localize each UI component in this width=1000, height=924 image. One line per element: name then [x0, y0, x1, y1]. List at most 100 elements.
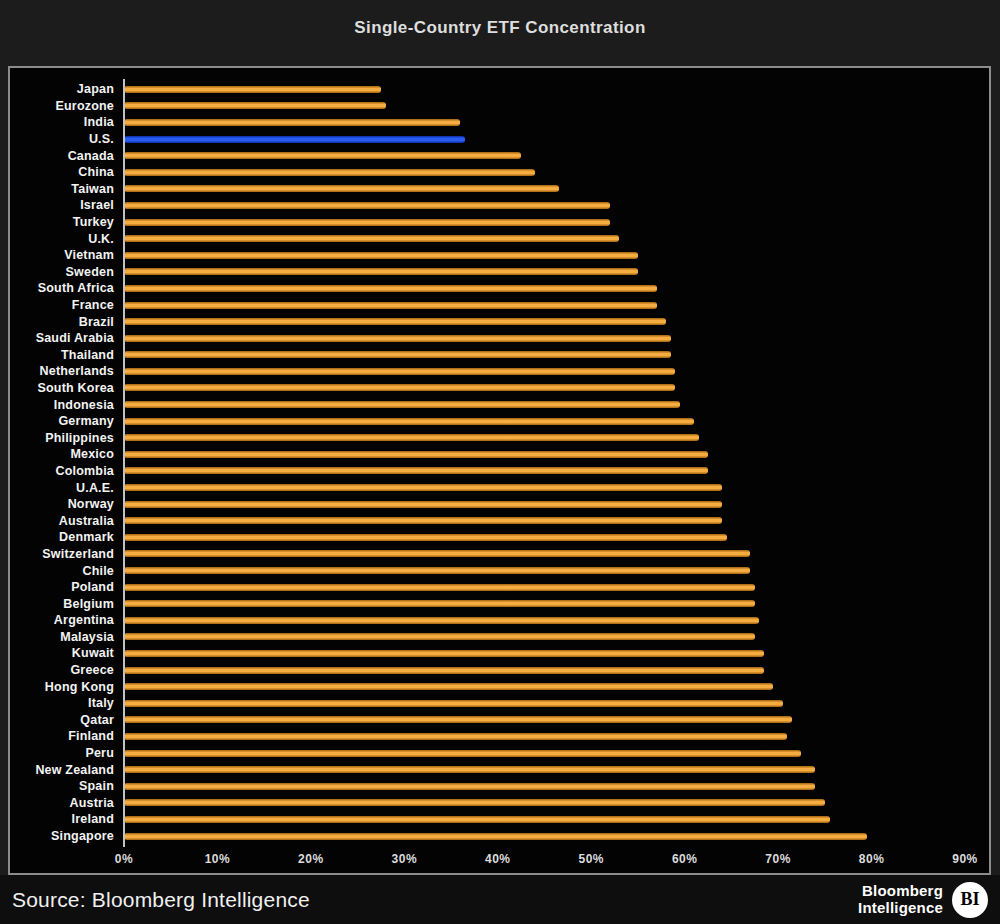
bar-track-qatar	[124, 716, 965, 723]
chart-row-canada: Canada	[10, 147, 965, 164]
bar-label-poland: Poland	[10, 580, 124, 594]
bar-italy	[124, 700, 783, 707]
bar-eurozone	[124, 102, 386, 109]
bar-label-south-korea: South Korea	[10, 381, 124, 395]
bar-colombia	[124, 467, 708, 474]
bar-south-korea	[124, 384, 675, 391]
bar-spain	[124, 783, 815, 790]
bar-thailand	[124, 351, 671, 358]
bar-track-indonesia	[124, 401, 965, 408]
bar-belgium	[124, 600, 755, 607]
bar-indonesia	[124, 401, 680, 408]
bar-poland	[124, 584, 755, 591]
bar-track-kuwait	[124, 650, 965, 657]
bar-track-philippines	[124, 434, 965, 441]
chart-row-peru: Peru	[10, 745, 965, 762]
bar-track-italy	[124, 700, 965, 707]
bar-track-france	[124, 302, 965, 309]
y-axis-line	[123, 79, 125, 847]
bar-track-south-africa	[124, 285, 965, 292]
chart-row-taiwan: Taiwan	[10, 181, 965, 198]
chart-row-austria: Austria	[10, 795, 965, 812]
bar-label-austria: Austria	[10, 796, 124, 810]
x-tick-80pct: 80%	[859, 852, 885, 866]
bar-label-taiwan: Taiwan	[10, 182, 124, 196]
chart-row-u-s: U.S.	[10, 131, 965, 148]
chart-title: Single-Country ETF Concentration	[354, 18, 645, 38]
bar-south-africa	[124, 285, 657, 292]
bar-malaysia	[124, 633, 755, 640]
logo-line-1: Bloomberg	[858, 883, 943, 900]
bar-track-u-a-e	[124, 484, 965, 491]
chart-row-denmark: Denmark	[10, 529, 965, 546]
source-text: Source: Bloomberg Intelligence	[12, 888, 310, 912]
chart-row-indonesia: Indonesia	[10, 396, 965, 413]
bar-track-denmark	[124, 534, 965, 541]
bar-label-switzerland: Switzerland	[10, 547, 124, 561]
chart-row-chile: Chile	[10, 562, 965, 579]
bar-label-philippines: Philippines	[10, 431, 124, 445]
bar-hong-kong	[124, 683, 773, 690]
bar-label-sweden: Sweden	[10, 265, 124, 279]
chart-row-singapore: Singapore	[10, 828, 965, 845]
chart-row-u-a-e: U.A.E.	[10, 479, 965, 496]
bar-label-turkey: Turkey	[10, 215, 124, 229]
bloomberg-intelligence-logo: Bloomberg Intelligence BI	[858, 882, 988, 918]
bar-label-thailand: Thailand	[10, 348, 124, 362]
bar-label-singapore: Singapore	[10, 829, 124, 843]
x-tick-60pct: 60%	[672, 852, 698, 866]
chart-row-norway: Norway	[10, 496, 965, 513]
bar-label-argentina: Argentina	[10, 613, 124, 627]
bar-label-netherlands: Netherlands	[10, 364, 124, 378]
bar-ireland	[124, 816, 830, 823]
bar-label-israel: Israel	[10, 198, 124, 212]
footer-bar: Source: Bloomberg Intelligence Bloomberg…	[0, 875, 1000, 924]
chart-row-kuwait: Kuwait	[10, 645, 965, 662]
chart-row-israel: Israel	[10, 197, 965, 214]
chart-row-australia: Australia	[10, 512, 965, 529]
bar-label-indonesia: Indonesia	[10, 398, 124, 412]
bar-turkey	[124, 219, 610, 226]
bar-label-finland: Finland	[10, 729, 124, 743]
x-axis-ticks: 0%10%20%30%40%50%60%70%80%90%	[124, 844, 965, 872]
bar-u-k	[124, 235, 619, 242]
bar-track-poland	[124, 584, 965, 591]
chart-row-ireland: Ireland	[10, 811, 965, 828]
bar-label-greece: Greece	[10, 663, 124, 677]
bar-track-israel	[124, 202, 965, 209]
bar-track-singapore	[124, 833, 965, 840]
bar-india	[124, 119, 460, 126]
chart-row-finland: Finland	[10, 728, 965, 745]
bar-peru	[124, 750, 801, 757]
bar-track-spain	[124, 783, 965, 790]
bar-track-argentina	[124, 617, 965, 624]
chart-row-vietnam: Vietnam	[10, 247, 965, 264]
bar-track-eurozone	[124, 102, 965, 109]
bar-track-norway	[124, 501, 965, 508]
bar-track-canada	[124, 152, 965, 159]
chart-row-hong-kong: Hong Kong	[10, 678, 965, 695]
x-tick-10pct: 10%	[205, 852, 231, 866]
bar-label-brazil: Brazil	[10, 315, 124, 329]
x-tick-70pct: 70%	[765, 852, 791, 866]
bar-label-u-s: U.S.	[10, 132, 124, 146]
bar-track-mexico	[124, 451, 965, 458]
bar-label-kuwait: Kuwait	[10, 646, 124, 660]
bar-australia	[124, 517, 722, 524]
bar-chile	[124, 567, 750, 574]
bar-label-norway: Norway	[10, 497, 124, 511]
bar-label-ireland: Ireland	[10, 812, 124, 826]
bar-greece	[124, 667, 764, 674]
bar-track-taiwan	[124, 185, 965, 192]
bar-vietnam	[124, 252, 638, 259]
bar-rows: JapanEurozoneIndiaU.S.CanadaChinaTaiwanI…	[10, 81, 965, 844]
chart-row-malaysia: Malaysia	[10, 629, 965, 646]
bar-label-denmark: Denmark	[10, 530, 124, 544]
bar-label-u-a-e: U.A.E.	[10, 481, 124, 495]
bar-label-mexico: Mexico	[10, 447, 124, 461]
bar-track-turkey	[124, 219, 965, 226]
bar-track-hong-kong	[124, 683, 965, 690]
bar-track-australia	[124, 517, 965, 524]
bar-track-u-s	[124, 136, 965, 143]
x-tick-50pct: 50%	[578, 852, 604, 866]
